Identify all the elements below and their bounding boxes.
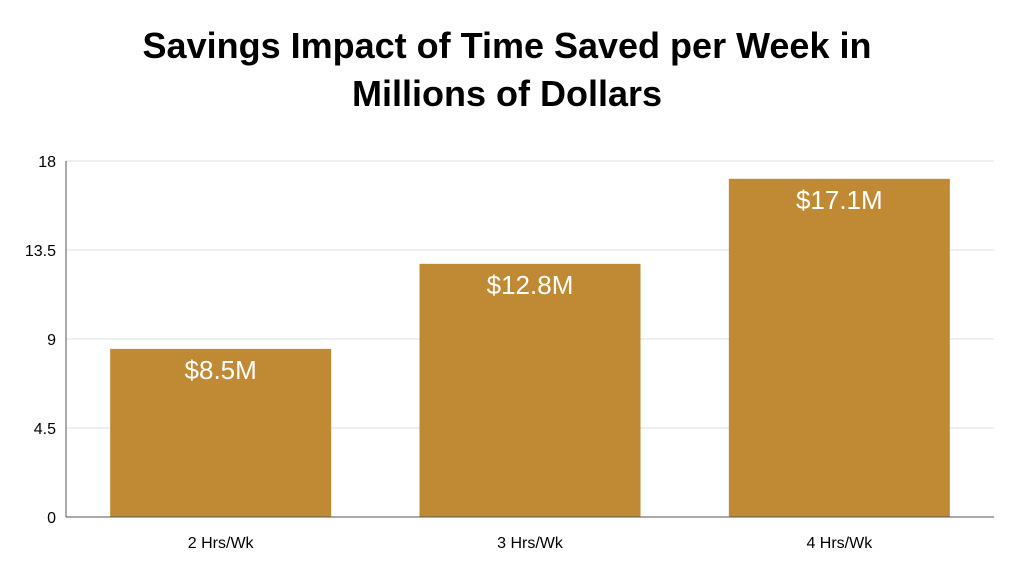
bar: [728, 178, 950, 518]
x-tick-label: 4 Hrs/Wk: [806, 535, 873, 552]
y-tick-label: 0: [47, 510, 56, 527]
data-label: $8.5M: [185, 355, 257, 385]
chart-title: Savings Impact of Time Saved per Week in…: [0, 22, 1014, 118]
y-tick-label: 18: [38, 154, 56, 171]
bar: [110, 348, 332, 517]
bar: [419, 263, 641, 517]
y-tick-label: 13.5: [25, 243, 56, 260]
chart-title-line-1: Savings Impact of Time Saved per Week in: [142, 25, 872, 66]
data-label: $17.1M: [796, 185, 883, 215]
y-tick-label: 4.5: [34, 421, 56, 438]
x-tick-label: 2 Hrs/Wk: [188, 535, 255, 552]
x-tick-label: 3 Hrs/Wk: [497, 535, 564, 552]
data-label: $12.8M: [487, 270, 574, 300]
y-tick-label: 9: [47, 332, 56, 349]
chart-title-line-2: Millions of Dollars: [351, 73, 663, 114]
